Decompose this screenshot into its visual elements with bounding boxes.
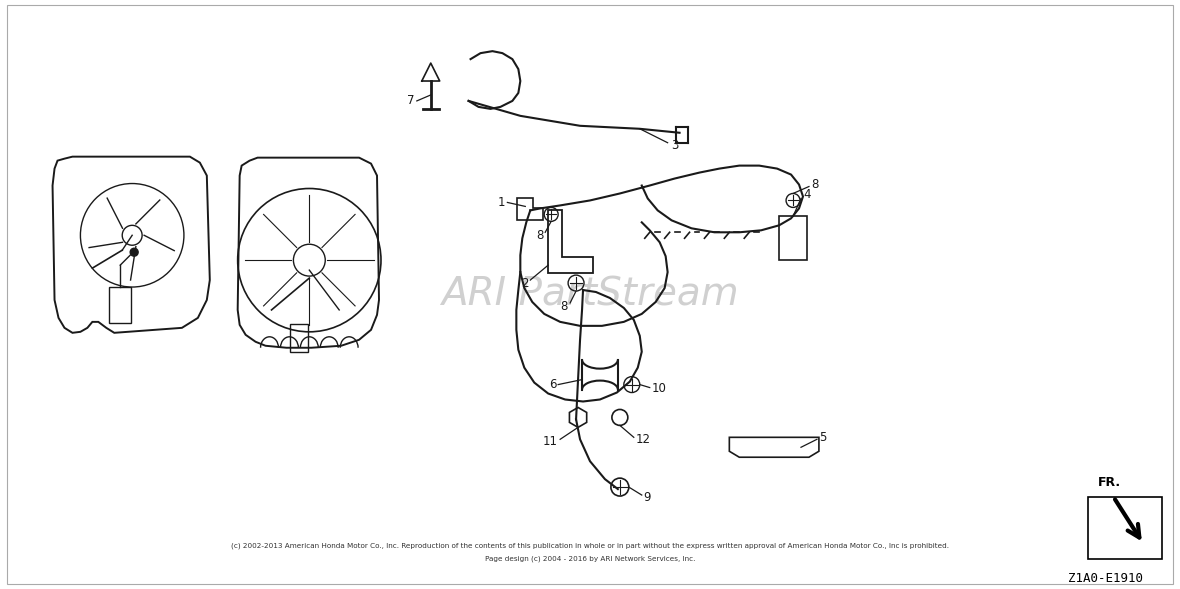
Text: 3: 3 [671, 139, 678, 152]
Text: 2: 2 [520, 277, 529, 290]
Text: Z1A0-E1910: Z1A0-E1910 [1068, 572, 1143, 585]
Text: 10: 10 [651, 382, 667, 395]
Text: Page design (c) 2004 - 2016 by ARI Network Services, Inc.: Page design (c) 2004 - 2016 by ARI Netwo… [485, 555, 695, 562]
Text: 8: 8 [536, 229, 543, 241]
Text: 9: 9 [644, 491, 651, 504]
Text: ARI PartStream: ARI PartStream [441, 276, 739, 314]
Text: 4: 4 [804, 188, 811, 201]
Bar [110, 287, 131, 323]
Text: 6: 6 [549, 378, 556, 391]
Text: FR.: FR. [1097, 476, 1121, 489]
Text: 12: 12 [636, 433, 651, 446]
Circle shape [130, 248, 138, 256]
Bar [1088, 497, 1162, 559]
Text: 7: 7 [407, 94, 415, 107]
Text: 11: 11 [543, 435, 558, 448]
Text: 8: 8 [811, 178, 818, 191]
Bar [290, 324, 308, 352]
Text: 1: 1 [498, 196, 505, 209]
Text: 5: 5 [819, 431, 826, 444]
Text: (c) 2002-2013 American Honda Motor Co., Inc. Reproduction of the contents of thi: (c) 2002-2013 American Honda Motor Co., … [231, 542, 949, 549]
Text: 8: 8 [560, 300, 568, 313]
